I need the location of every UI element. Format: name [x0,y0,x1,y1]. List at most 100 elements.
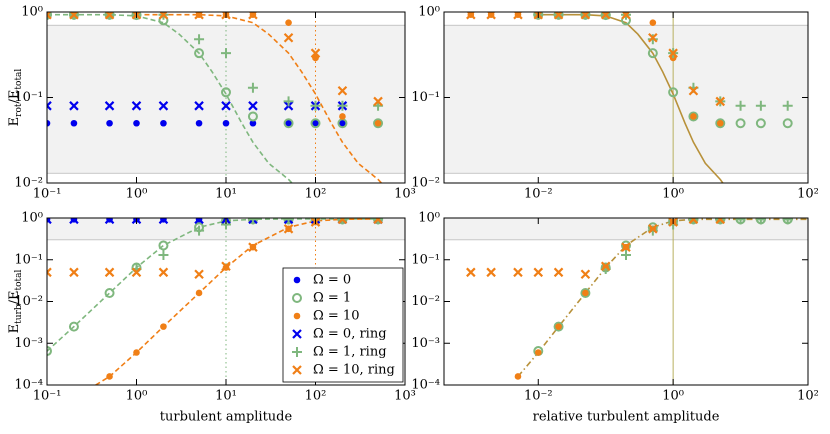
y-label-subscript: rot [14,103,24,117]
marker-x [580,269,591,280]
x-tick-label: 10¹ [215,187,237,202]
x-tick-label: 10⁻¹ [33,187,62,202]
y-tick-label: 10⁰ [21,211,43,226]
legend-label: Ω = 10, ring [313,363,395,378]
marker-dot [649,19,657,26]
y-label-subscript: turb [14,304,24,324]
marker-circle [668,87,679,98]
marker-plus [283,96,294,107]
marker-x [648,224,658,234]
x-tick-label: 10⁰ [662,187,684,202]
y-tick-label: 10⁻² [14,176,43,191]
y-label-subscript: total [14,69,24,90]
marker-plus [47,12,52,20]
marker-plus [292,347,302,357]
marker-x [688,218,699,225]
y-axis-label: Erot/Etotal [7,69,24,127]
marker-plus [247,218,258,225]
marker-dot [339,113,346,120]
marker-plus [158,249,169,260]
marker-circle [158,240,169,251]
marker-dot [555,323,562,330]
marker-dot [285,119,292,127]
plot-area [444,218,808,385]
marker-x [283,224,294,234]
marker-x [648,32,658,43]
marker-dot [249,119,257,127]
marker-dot [195,119,203,127]
marker-x [104,267,115,278]
marker-circle [688,111,699,122]
marker-circle [221,87,231,98]
marker-dot [534,349,542,356]
marker-circle [580,287,591,298]
marker-x [715,96,726,107]
marker-dot [339,119,346,127]
marker-dot [133,349,140,356]
marker-circle [310,118,321,129]
x-tick-label: 10⁰ [126,389,148,404]
marker-plus [221,48,231,59]
axes-frame [443,217,809,386]
y-tick-label: 10⁻² [14,294,43,309]
marker-dot [293,312,301,320]
y-tick-label: 10⁻¹ [411,90,440,105]
legend: Ω = 0 Ω = 1 Ω = 10 Ω = 0, ring Ω = 1, ring Ω … [282,267,404,383]
x-tick-label: 10⁰ [662,389,684,404]
y-tick-label: 10⁰ [418,211,440,226]
marker-x [373,218,383,225]
marker-x [621,242,631,252]
marker-circle [68,321,79,332]
y-tick-label: 10⁻¹ [14,252,43,267]
marker-plus [647,225,658,236]
x-axis-label: relative turbulent amplitude [533,410,720,425]
x-tick-label: 10⁻² [524,389,553,404]
marker-x [688,85,699,96]
plot-area [47,12,405,183]
y-tick-label: 10⁰ [418,5,440,20]
marker-x [158,101,169,111]
marker-circle [194,48,205,59]
marker-x [47,267,52,278]
marker-dot [374,119,382,127]
marker-circle [283,118,294,129]
y-axis-label: Eturb/Etotal [7,270,24,334]
y-tick-label: 10⁻⁴ [14,378,43,393]
marker-circle [782,118,793,129]
marker-plus [283,218,294,225]
marker-x [466,267,476,278]
marker-x [194,218,204,225]
marker-plus [247,82,258,93]
y-tick-label: 10⁻³ [411,336,440,351]
shaded-band [444,24,808,174]
marker-x [513,267,523,278]
fit-curve [517,218,808,378]
marker-x [715,218,726,225]
marker-circle [292,293,302,303]
marker-plus [194,225,205,236]
marker-circle [755,118,766,129]
legend-label: Ω = 1 [313,291,351,306]
marker-dot [293,276,301,284]
marker-plus [782,100,793,111]
marker-plus [735,218,746,225]
marker-plus [755,218,766,225]
marker-circle [553,321,564,332]
marker-dot [47,119,51,127]
x-tick-label: 10⁰ [126,187,148,202]
marker-x [104,218,115,225]
legend-label: Ω = 0, ring [313,327,387,342]
marker-x [600,261,611,271]
marker-x [158,267,169,278]
marker-dot [285,19,292,26]
marker-plus [194,34,205,45]
y-label-part: /E [7,90,22,104]
marker-x [47,218,52,225]
marker-circle [647,48,658,59]
marker-x [131,267,142,278]
marker-x [553,267,564,278]
marker-plus [782,218,793,225]
marker-circle [373,118,384,129]
y-tick-label: 10⁻³ [14,336,43,351]
